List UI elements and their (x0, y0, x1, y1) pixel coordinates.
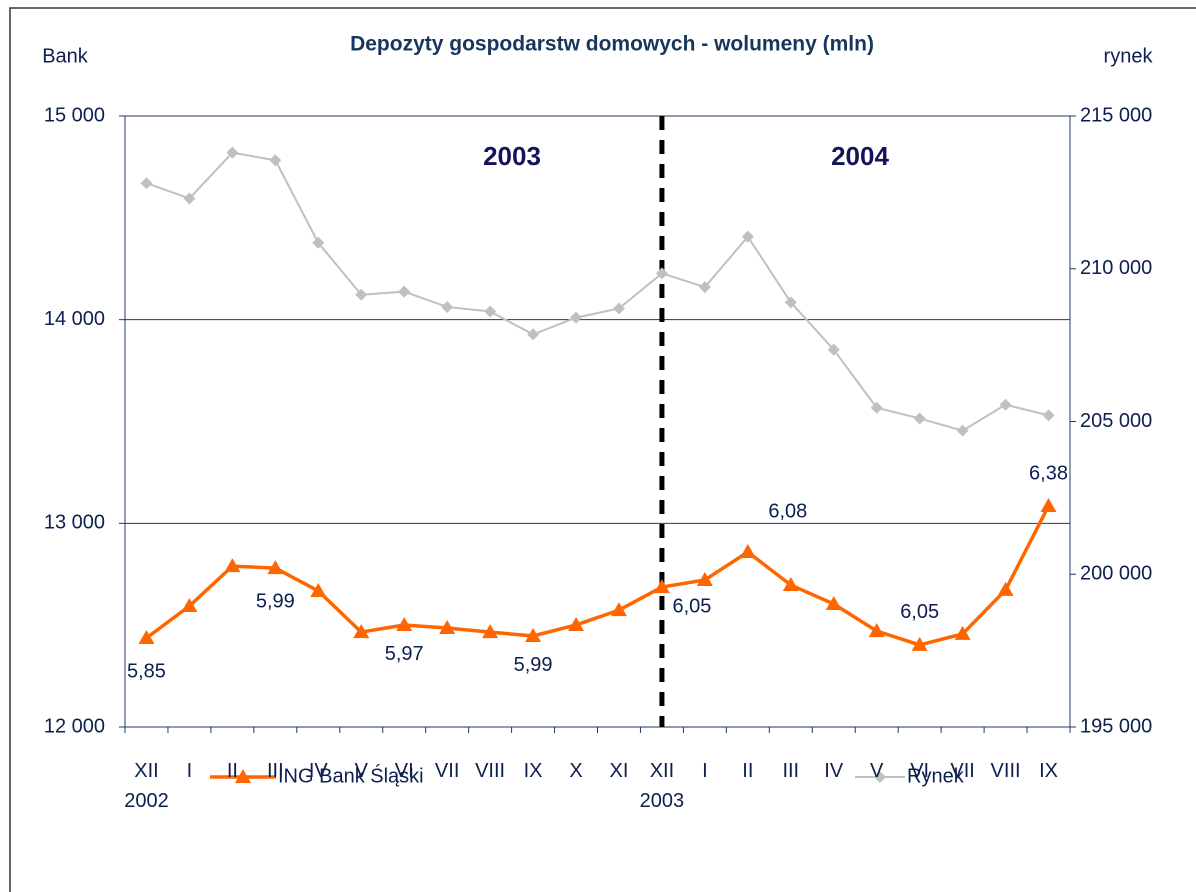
marker (181, 598, 198, 613)
marker (183, 192, 196, 205)
y2-tick-label: 200 000 (1080, 563, 1152, 585)
x-tick-label: III (782, 760, 800, 782)
x-tick-label: VI (910, 760, 930, 782)
marker (138, 629, 155, 644)
marker (226, 146, 239, 159)
data-label: 6,38 (1029, 462, 1068, 484)
period-label: 2003 (483, 141, 541, 171)
x-tick-label: III (266, 760, 284, 782)
x-tick-label: VIII (990, 760, 1021, 782)
marker (235, 769, 251, 783)
y-tick-label: 12 000 (44, 715, 105, 737)
data-label: 5,99 (514, 654, 553, 676)
legend-label: Rynek (907, 765, 965, 787)
marker (310, 582, 327, 597)
marker (954, 625, 971, 640)
marker (782, 577, 799, 592)
marker (267, 560, 284, 575)
data-label: 5,97 (385, 643, 424, 665)
y2-tick-label: 210 000 (1080, 257, 1152, 279)
x-tick-label: VIII (475, 760, 506, 782)
y2-tick-label: 205 000 (1080, 410, 1152, 432)
marker (825, 595, 842, 610)
x-tick-label: IV (824, 760, 844, 782)
marker (997, 581, 1014, 596)
marker (653, 579, 670, 594)
data-label: 6,08 (768, 500, 807, 522)
marker (827, 343, 840, 356)
x-tick-label: I (702, 760, 708, 782)
marker (739, 544, 756, 559)
marker (784, 296, 797, 309)
chart-title: Depozyty gospodarstw domowych - wolumeny… (350, 33, 874, 56)
data-label: 5,85 (127, 660, 166, 682)
data-label: 5,99 (256, 590, 295, 612)
x-tick-label: IX (523, 760, 543, 782)
x-tick-label: I (186, 760, 193, 782)
marker (224, 558, 241, 573)
marker (956, 424, 969, 437)
marker (655, 267, 668, 280)
x-tick-label: XII 2003 (639, 760, 685, 812)
x-tick-label: II (742, 760, 754, 782)
marker (874, 771, 886, 783)
y-tick-label: 13 000 (44, 512, 105, 534)
marker (140, 177, 153, 190)
marker (525, 627, 542, 642)
marker (482, 624, 499, 639)
data-label: 6,05 (672, 595, 711, 617)
y2-tick-label: 215 000 (1080, 104, 1152, 126)
data-label: 6,05 (900, 601, 939, 623)
marker (398, 285, 411, 298)
marker (527, 328, 540, 341)
marker (911, 636, 928, 651)
y2-axis-label: rynek (1104, 45, 1154, 67)
x-tick-label: XII 2002 (124, 760, 169, 812)
x-tick-label: II (226, 760, 238, 782)
x-tick-label: IX (1039, 760, 1058, 782)
marker (269, 154, 282, 167)
marker (439, 620, 456, 635)
marker (568, 616, 585, 631)
marker (868, 623, 885, 638)
marker (1040, 498, 1057, 513)
marker (484, 305, 497, 318)
x-tick-label: IV (308, 760, 328, 782)
legend-label: ING Bank Śląski (278, 763, 424, 787)
series-line (145, 505, 1051, 647)
marker (698, 281, 711, 294)
marker (312, 236, 325, 249)
x-tick-label: VI (394, 760, 414, 782)
marker (1042, 409, 1055, 422)
marker (355, 288, 368, 301)
marker (610, 602, 627, 617)
marker (870, 401, 883, 414)
marker (913, 412, 926, 425)
marker (441, 300, 454, 313)
x-tick-label: XI (609, 760, 629, 782)
marker (396, 616, 413, 631)
x-tick-label: V (354, 760, 368, 782)
marker (999, 398, 1012, 411)
y-tick-label: 14 000 (44, 308, 105, 330)
x-tick-label: X (569, 760, 583, 782)
y2-tick-label: 195 000 (1080, 715, 1152, 737)
chart-border (9, 7, 1196, 892)
marker (612, 302, 625, 315)
x-tick-label: VII (434, 760, 460, 782)
y-axis-label: Bank (42, 45, 89, 67)
series-line (146, 151, 1049, 432)
marker (741, 230, 754, 243)
period-label: 2004 (831, 141, 889, 171)
marker (353, 624, 370, 639)
marker (696, 571, 713, 586)
x-tick-label: V (870, 760, 884, 782)
marker (570, 311, 583, 324)
y-tick-label: 15 000 (44, 104, 105, 126)
x-tick-label: VII (950, 760, 975, 782)
